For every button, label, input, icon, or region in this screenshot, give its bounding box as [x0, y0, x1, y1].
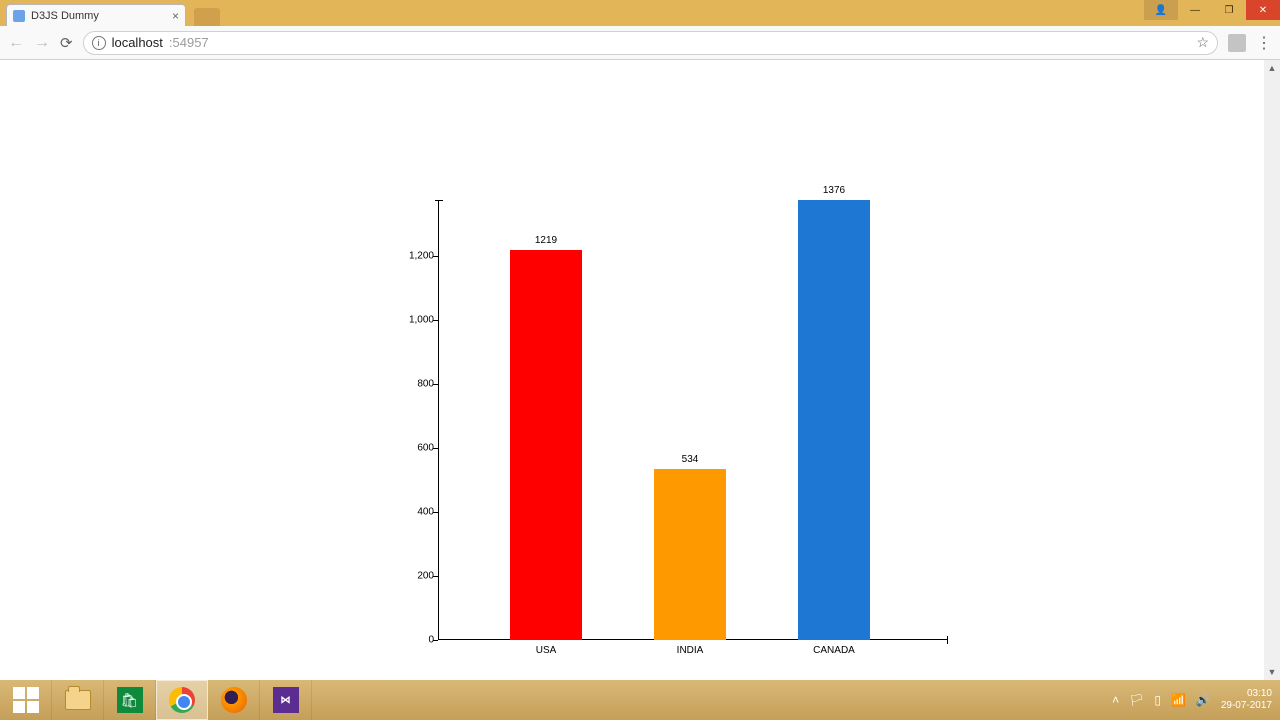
vertical-scrollbar[interactable]: ▲ ▼	[1264, 60, 1280, 680]
new-tab-button[interactable]	[194, 8, 220, 26]
bar-chart: 02004006008001,0001,2001219USA534INDIA13…	[438, 200, 948, 660]
maximize-button[interactable]: ❐	[1212, 0, 1246, 20]
browser-tab[interactable]: D3JS Dummy ×	[6, 4, 186, 26]
bar	[654, 469, 726, 640]
y-tick-label: 1,000	[404, 315, 434, 326]
taskbar-chrome[interactable]	[156, 680, 208, 720]
y-tick-label: 0	[404, 635, 434, 646]
tray-volume-icon[interactable]: 🔊	[1196, 693, 1211, 707]
scroll-up-icon[interactable]: ▲	[1264, 60, 1280, 76]
x-category-label: CANADA	[813, 645, 855, 656]
window-close-button[interactable]: ✕	[1246, 0, 1280, 20]
bar-value-label: 1219	[535, 235, 557, 246]
start-button[interactable]	[0, 680, 52, 720]
tray-network-icon[interactable]: 📶	[1171, 693, 1186, 707]
tray-chevron-icon[interactable]: ˄	[1112, 693, 1119, 707]
url-port: :54957	[169, 35, 209, 50]
bar-value-label: 1376	[823, 185, 845, 196]
y-tick-label: 400	[404, 507, 434, 518]
window-controls: 👤 — ❐ ✕	[1144, 0, 1280, 20]
minimize-button[interactable]: —	[1178, 0, 1212, 20]
taskbar-clock[interactable]: 03:10 29-07-2017	[1221, 688, 1272, 712]
tray-battery-icon[interactable]: ▯	[1154, 693, 1161, 707]
y-tick-label: 800	[404, 379, 434, 390]
back-icon[interactable]: ←	[8, 34, 24, 52]
address-bar: ← → ⟳ i localhost :54957 ☆ ⋮	[0, 26, 1280, 60]
tab-favicon	[13, 10, 25, 22]
x-category-label: USA	[536, 645, 557, 656]
tab-close-icon[interactable]: ×	[172, 9, 179, 23]
y-tick-label: 200	[404, 571, 434, 582]
omnibox[interactable]: i localhost :54957 ☆	[83, 31, 1218, 55]
forward-icon[interactable]: →	[34, 34, 50, 52]
y-tick-label: 600	[404, 443, 434, 454]
y-axis	[438, 200, 439, 640]
clock-date: 29-07-2017	[1221, 700, 1272, 712]
page-viewport: ▲ ▼ 0 200 400 600 800 1,000 1,200 1219 USA 534 IND…	[0, 60, 1280, 680]
taskbar-store[interactable]: 🛍	[104, 680, 156, 720]
extension-icon[interactable]	[1228, 34, 1246, 52]
user-icon[interactable]: 👤	[1144, 0, 1178, 20]
bar	[798, 200, 870, 640]
system-tray: ˄ 🏳 ▯ 📶 🔊 03:10 29-07-2017	[1112, 688, 1280, 712]
taskbar-file-explorer[interactable]	[52, 680, 104, 720]
bar-value-label: 534	[682, 454, 699, 465]
site-info-icon[interactable]: i	[92, 36, 106, 50]
scroll-down-icon[interactable]: ▼	[1264, 664, 1280, 680]
chrome-menu-icon[interactable]: ⋮	[1256, 33, 1272, 53]
clock-time: 03:10	[1221, 688, 1272, 700]
tab-title: D3JS Dummy	[31, 10, 99, 22]
taskbar-visual-studio[interactable]: ⋈	[260, 680, 312, 720]
tray-flag-icon[interactable]: 🏳	[1129, 693, 1144, 707]
url-host: localhost	[112, 35, 163, 50]
x-category-label: INDIA	[677, 645, 704, 656]
bookmark-star-icon[interactable]: ☆	[1196, 34, 1209, 51]
browser-titlebar: D3JS Dummy × 👤 — ❐ ✕	[0, 0, 1280, 26]
reload-icon[interactable]: ⟳	[60, 34, 73, 52]
taskbar: 🛍 ⋈ ˄ 🏳 ▯ 📶 🔊 03:10 29-07-2017	[0, 680, 1280, 720]
y-tick-label: 1,200	[404, 251, 434, 262]
bar	[510, 250, 582, 640]
taskbar-firefox[interactable]	[208, 680, 260, 720]
